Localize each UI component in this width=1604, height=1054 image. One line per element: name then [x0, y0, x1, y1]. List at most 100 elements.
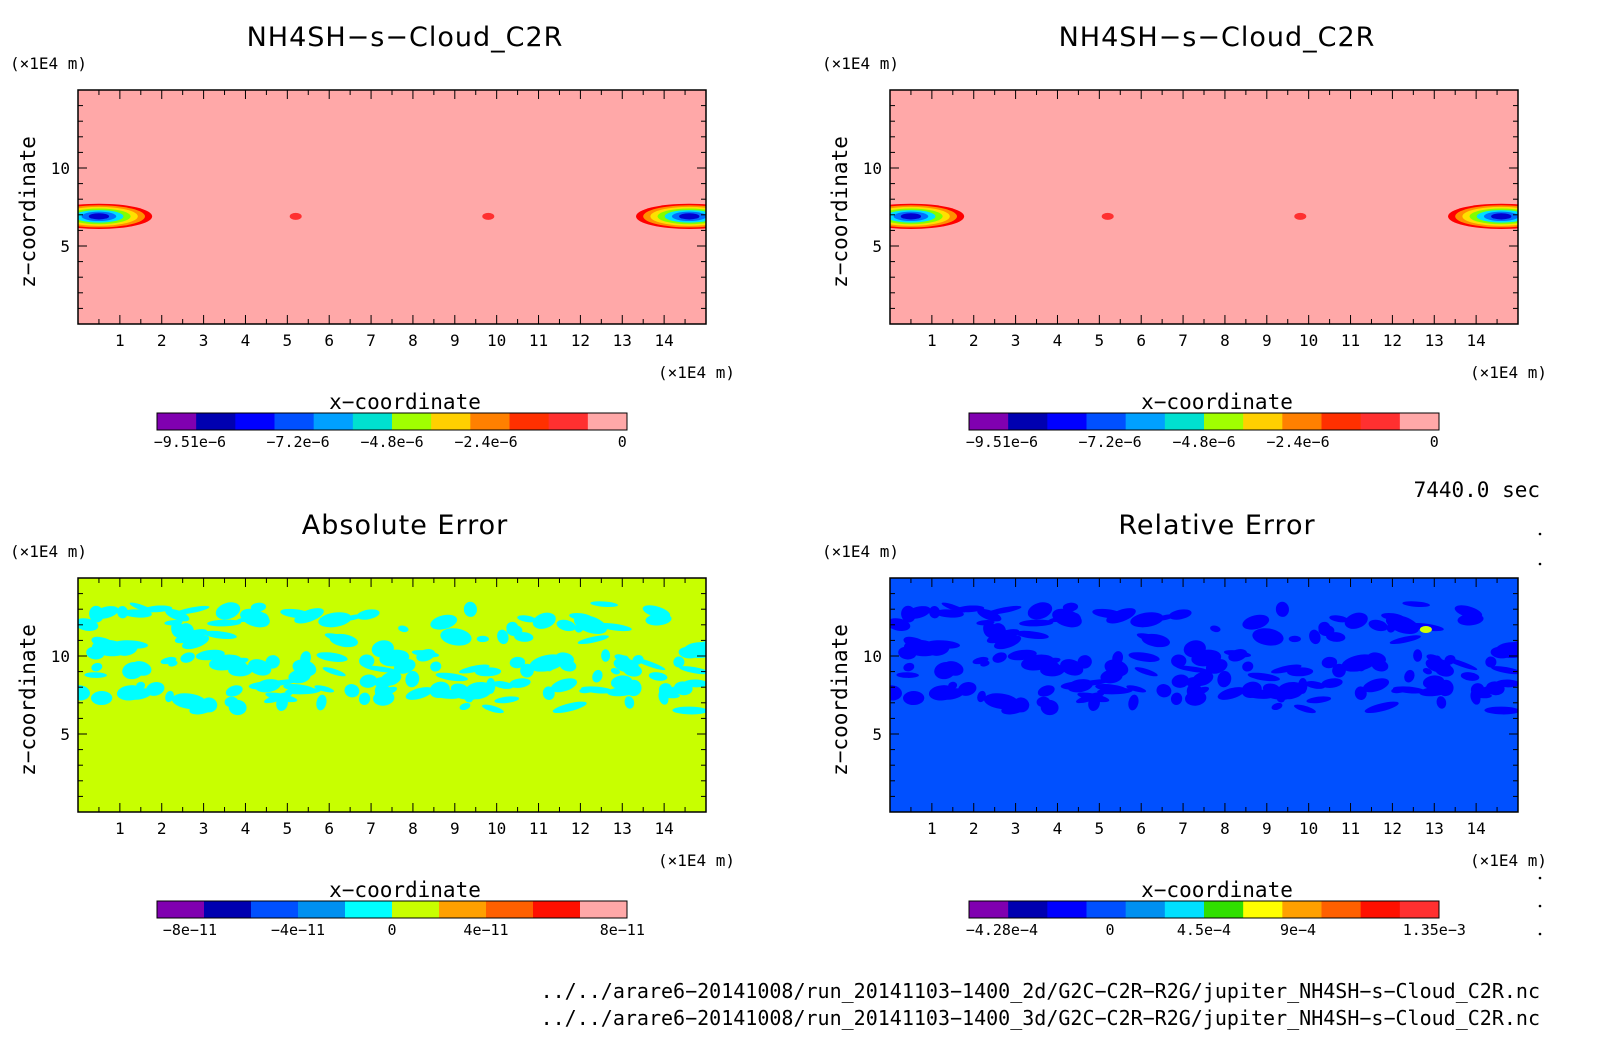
- contour-patch: [1168, 609, 1192, 620]
- contour-patch: [78, 685, 90, 701]
- contour-patch: [363, 665, 399, 673]
- x-tick-label: 13: [613, 819, 632, 838]
- colorbar-swatch: [345, 901, 393, 918]
- colorbar-label: −2.4e−6: [1266, 433, 1329, 451]
- contour-blob-ring: [88, 213, 110, 220]
- x-tick-label: 7: [366, 819, 376, 838]
- contour-dot: [1419, 625, 1432, 633]
- chart-title: Absolute Error: [302, 510, 508, 541]
- contour-field: [890, 90, 1518, 324]
- x-tick-label: 9: [450, 819, 460, 838]
- contour-patch: [1156, 684, 1172, 698]
- contour-patch: [430, 661, 442, 672]
- contour-patch: [972, 656, 989, 665]
- contour-blob-ring: [900, 213, 922, 220]
- colorbar-swatch: [1164, 901, 1205, 918]
- dot-mark: [1538, 932, 1542, 936]
- contour-patch: [1444, 655, 1456, 665]
- contour-patch: [1318, 624, 1335, 637]
- contour-patch: [1275, 601, 1289, 617]
- contour-patch: [160, 656, 177, 665]
- contour-patch: [322, 667, 346, 677]
- contour-patch: [948, 681, 958, 690]
- x-tick-label: 1: [927, 331, 937, 350]
- contour-patch: [459, 702, 471, 711]
- contour-patch: [1491, 666, 1518, 675]
- x-tick-label: 6: [324, 331, 334, 350]
- colorbar-swatch: [204, 901, 252, 918]
- contour-patch: [983, 693, 1019, 710]
- contour-patch: [1276, 681, 1305, 700]
- contour-patch: [532, 612, 556, 629]
- contour-patch: [983, 621, 996, 638]
- colorbar-swatch: [1243, 413, 1283, 430]
- y-axis-label: z−coordinate: [16, 624, 40, 776]
- contour-patch: [1036, 696, 1051, 708]
- colorbar-swatch: [1047, 413, 1087, 430]
- margin-dots: [1538, 532, 1542, 936]
- colorbar-swatch: [1321, 901, 1362, 918]
- colorbar-swatch: [1399, 901, 1440, 918]
- contour-patch: [556, 619, 576, 632]
- contour-patch: [1217, 670, 1232, 688]
- contour-patch: [225, 685, 243, 697]
- contour-patch: [84, 672, 107, 678]
- contour-patch: [890, 618, 911, 631]
- contour-patch: [934, 662, 956, 680]
- contour-patch: [672, 706, 706, 715]
- colorbar-label: −4.8e−6: [1172, 433, 1235, 451]
- x-axis-label: x−coordinate: [329, 878, 481, 902]
- x-tick-label: 5: [1095, 331, 1105, 350]
- x-tick-label: 8: [408, 819, 418, 838]
- contour-patch: [123, 609, 152, 618]
- x-tick-label: 7: [1178, 819, 1188, 838]
- contour-patch: [356, 609, 380, 620]
- contour-patch: [344, 684, 360, 698]
- contour-patch: [215, 602, 241, 620]
- contour-patch: [1389, 635, 1421, 645]
- contour-patch: [1371, 659, 1389, 672]
- colorbar-label: 4.5e−4: [1177, 921, 1231, 939]
- contour-patch: [896, 672, 919, 678]
- contour-patch: [1460, 672, 1480, 681]
- colorbar-swatch: [1086, 901, 1127, 918]
- contour-patch: [1077, 655, 1092, 669]
- contour-patch: [550, 678, 578, 693]
- colorbar-swatch: [235, 413, 275, 430]
- x-tick-label: 6: [324, 819, 334, 838]
- contour-dot: [289, 212, 302, 220]
- x-tick-label: 8: [408, 331, 418, 350]
- contour-patch: [1134, 667, 1158, 677]
- colorbar-swatch: [1047, 901, 1087, 918]
- colorbar-swatch: [274, 413, 315, 430]
- colorbar-label: −9.51e−6: [154, 433, 226, 451]
- contour-patch: [1362, 678, 1390, 693]
- colorbar-swatch: [548, 413, 589, 430]
- y-unit-label: (×1E4 m): [822, 542, 899, 561]
- colorbar: −9.51e−6 −7.2e−6 −4.8e−6 −2.4e−6 0: [966, 412, 1440, 451]
- colorbar-label: 0: [387, 921, 396, 939]
- contour-patch: [1171, 654, 1187, 668]
- contour-patch: [1386, 623, 1396, 633]
- x-tick-label: 10: [487, 331, 506, 350]
- contour-patch: [405, 687, 433, 700]
- contour-patch: [459, 664, 490, 674]
- x-tick-label: 6: [1136, 331, 1146, 350]
- contour-patch: [430, 614, 458, 630]
- colorbar-swatch: [392, 413, 432, 430]
- contour-field: [890, 578, 1518, 812]
- contour-patch: [597, 623, 632, 632]
- panel-top-left: NH4SH−s−Cloud_C2R (×1E4 m) z−coordinate …: [10, 22, 735, 451]
- contour-patch: [1305, 681, 1326, 689]
- colorbar: −9.51e−6 −7.2e−6 −4.8e−6 −2.4e−6 0: [154, 412, 628, 451]
- panel-top-right: NH4SH−s−Cloud_C2R (×1E4 m) z−coordinate …: [822, 22, 1547, 451]
- y-tick-label: 5: [872, 725, 882, 744]
- contour-patch: [1288, 635, 1301, 643]
- x-axis-label: x−coordinate: [1141, 390, 1293, 414]
- contour-patch: [941, 602, 966, 613]
- x-tick-label: 3: [199, 819, 209, 838]
- contour-patch: [1391, 687, 1407, 694]
- colorbar-swatch: [509, 413, 550, 430]
